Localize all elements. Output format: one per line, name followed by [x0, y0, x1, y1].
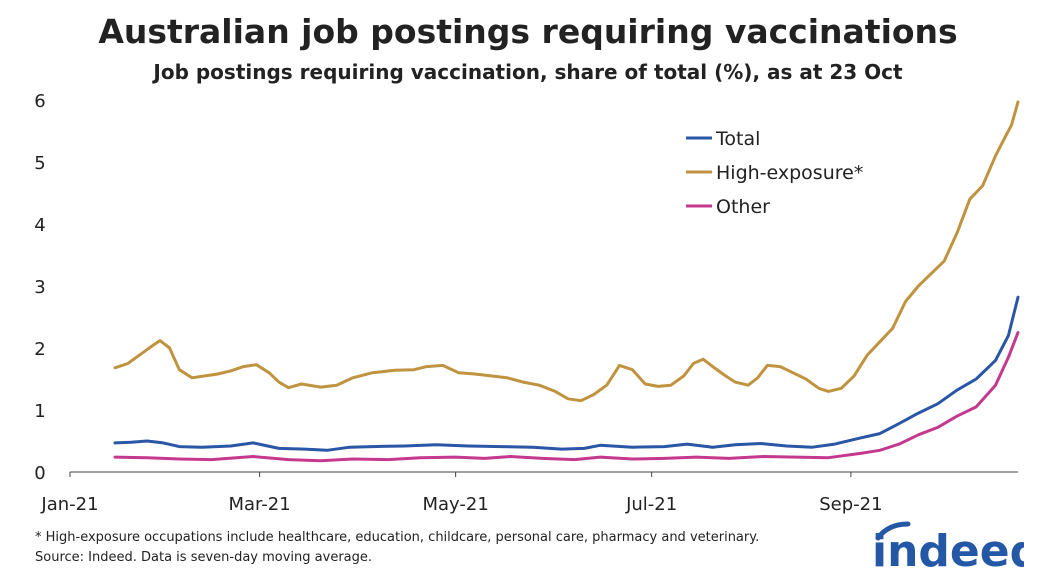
y-tick-label: 2 — [34, 339, 45, 360]
y-tick-label: 4 — [34, 215, 45, 236]
y-tick-label: 1 — [34, 401, 45, 422]
x-tick-label: May-21 — [422, 494, 488, 515]
series-line-total — [113, 295, 1020, 452]
series-line-high-exposure — [113, 100, 1020, 403]
y-tick-label: 0 — [34, 463, 45, 484]
source-note: Source: Indeed. Data is seven-day moving… — [35, 550, 373, 565]
y-tick-label: 5 — [34, 153, 45, 174]
series-line-other — [113, 331, 1020, 463]
y-tick-label: 3 — [34, 277, 45, 298]
x-tick-label: Sep-21 — [819, 494, 882, 515]
chart-title: Australian job postings requiring vaccin… — [98, 12, 958, 51]
x-tick-label: Jan-21 — [40, 494, 98, 515]
indeed-logo: indeed — [872, 521, 1024, 574]
x-tick-label: Mar-21 — [228, 494, 290, 515]
logo-arc-icon — [875, 521, 911, 541]
chart-subtitle: Job postings requiring vaccination, shar… — [153, 60, 903, 84]
logo-text: indeed — [872, 526, 1024, 574]
x-tick-label: Jul-21 — [625, 494, 677, 515]
legend-label-high-exposure: High-exposure* — [716, 162, 863, 184]
footnote: * High-exposure occupations include heal… — [35, 530, 760, 545]
y-tick-label: 6 — [34, 91, 45, 112]
legend-label-other: Other — [716, 196, 770, 218]
legend-label-total: Total — [715, 128, 760, 150]
